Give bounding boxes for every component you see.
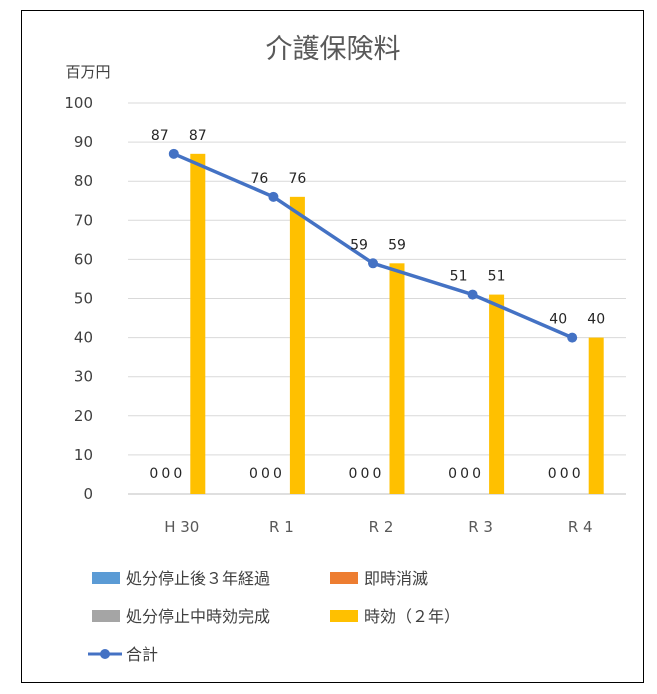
legend-swatch [330, 610, 358, 622]
bar-data-label: 0 [460, 466, 469, 482]
bar-data-label: 0 [261, 466, 270, 482]
bar-data-label: 0 [572, 466, 581, 482]
bar [588, 337, 604, 494]
x-tick-label: R 4 [568, 518, 593, 536]
bar-data-label: 76 [288, 171, 306, 187]
total-line-point [567, 332, 578, 343]
y-axis-ticks: 0 10 20 30 40 50 60 70 80 90 100 [64, 94, 93, 503]
legend-swatch [330, 572, 358, 584]
x-tick-label: H 30 [164, 518, 199, 536]
y-tick-label: 10 [74, 446, 93, 464]
x-tick-label: R 1 [269, 518, 294, 536]
x-axis-ticks: H 30 R 1 R 2 R 3 R 4 [164, 518, 592, 536]
legend-label: 処分停止後３年経過 [126, 569, 270, 588]
bar-data-label: 0 [173, 466, 182, 482]
bar-data-label: 51 [488, 269, 506, 285]
legend-swatch [92, 610, 120, 622]
total-line-point [467, 289, 478, 300]
bar-data-label: 87 [189, 128, 207, 144]
legend-marker [100, 649, 110, 659]
y-tick-label: 100 [64, 94, 93, 112]
bar-data-label: 0 [448, 466, 457, 482]
bar-data-label: 0 [373, 466, 382, 482]
legend-label: 処分停止中時効完成 [126, 607, 270, 626]
y-tick-label: 30 [74, 368, 93, 386]
total-line-point [168, 148, 179, 159]
bar-data-label: 0 [349, 466, 358, 482]
legend-label: 即時消滅 [364, 569, 428, 588]
y-tick-label: 40 [74, 329, 93, 347]
y-tick-label: 20 [74, 407, 93, 425]
x-tick-label: R 2 [369, 518, 394, 536]
y-tick-label: 50 [74, 290, 93, 308]
legend-label: 時効（２年） [364, 607, 460, 626]
y-tick-label: 0 [83, 485, 93, 503]
bar-data-label: 0 [472, 466, 481, 482]
line-data-label: 76 [250, 171, 268, 187]
chart-title: 介護保険料 [266, 34, 401, 65]
total-line-point [268, 191, 279, 202]
bar [190, 153, 206, 494]
x-tick-label: R 3 [468, 518, 493, 536]
gridlines [128, 102, 626, 495]
bar-data-label: 0 [273, 466, 282, 482]
legend-swatch [92, 572, 120, 584]
total-line-point [368, 258, 378, 269]
bar-data-label: 0 [548, 466, 557, 482]
line-data-label: 51 [450, 269, 468, 285]
line-data-label: 40 [549, 312, 567, 328]
bar-data-label: 40 [587, 312, 605, 328]
bar [489, 294, 505, 494]
bar-data-label: 0 [361, 466, 370, 482]
bar-data-label: 0 [161, 466, 170, 482]
line-data-label: 59 [350, 237, 368, 253]
bar-data-label: 0 [249, 466, 258, 482]
bars [190, 153, 604, 494]
bar [389, 263, 405, 494]
y-axis-unit-label: 百万円 [65, 63, 110, 81]
total-line [168, 148, 578, 343]
legend-label: 合計 [126, 645, 158, 664]
chart-frame [21, 10, 644, 683]
line-data-label: 87 [151, 128, 169, 144]
y-tick-label: 60 [74, 250, 93, 268]
y-tick-label: 90 [74, 133, 93, 151]
y-tick-label: 70 [74, 211, 93, 229]
bar-data-label: 0 [149, 466, 158, 482]
y-tick-label: 80 [74, 172, 93, 190]
bar [289, 196, 305, 494]
bar-data-label: 59 [388, 237, 406, 253]
bar-data-label: 0 [560, 466, 569, 482]
